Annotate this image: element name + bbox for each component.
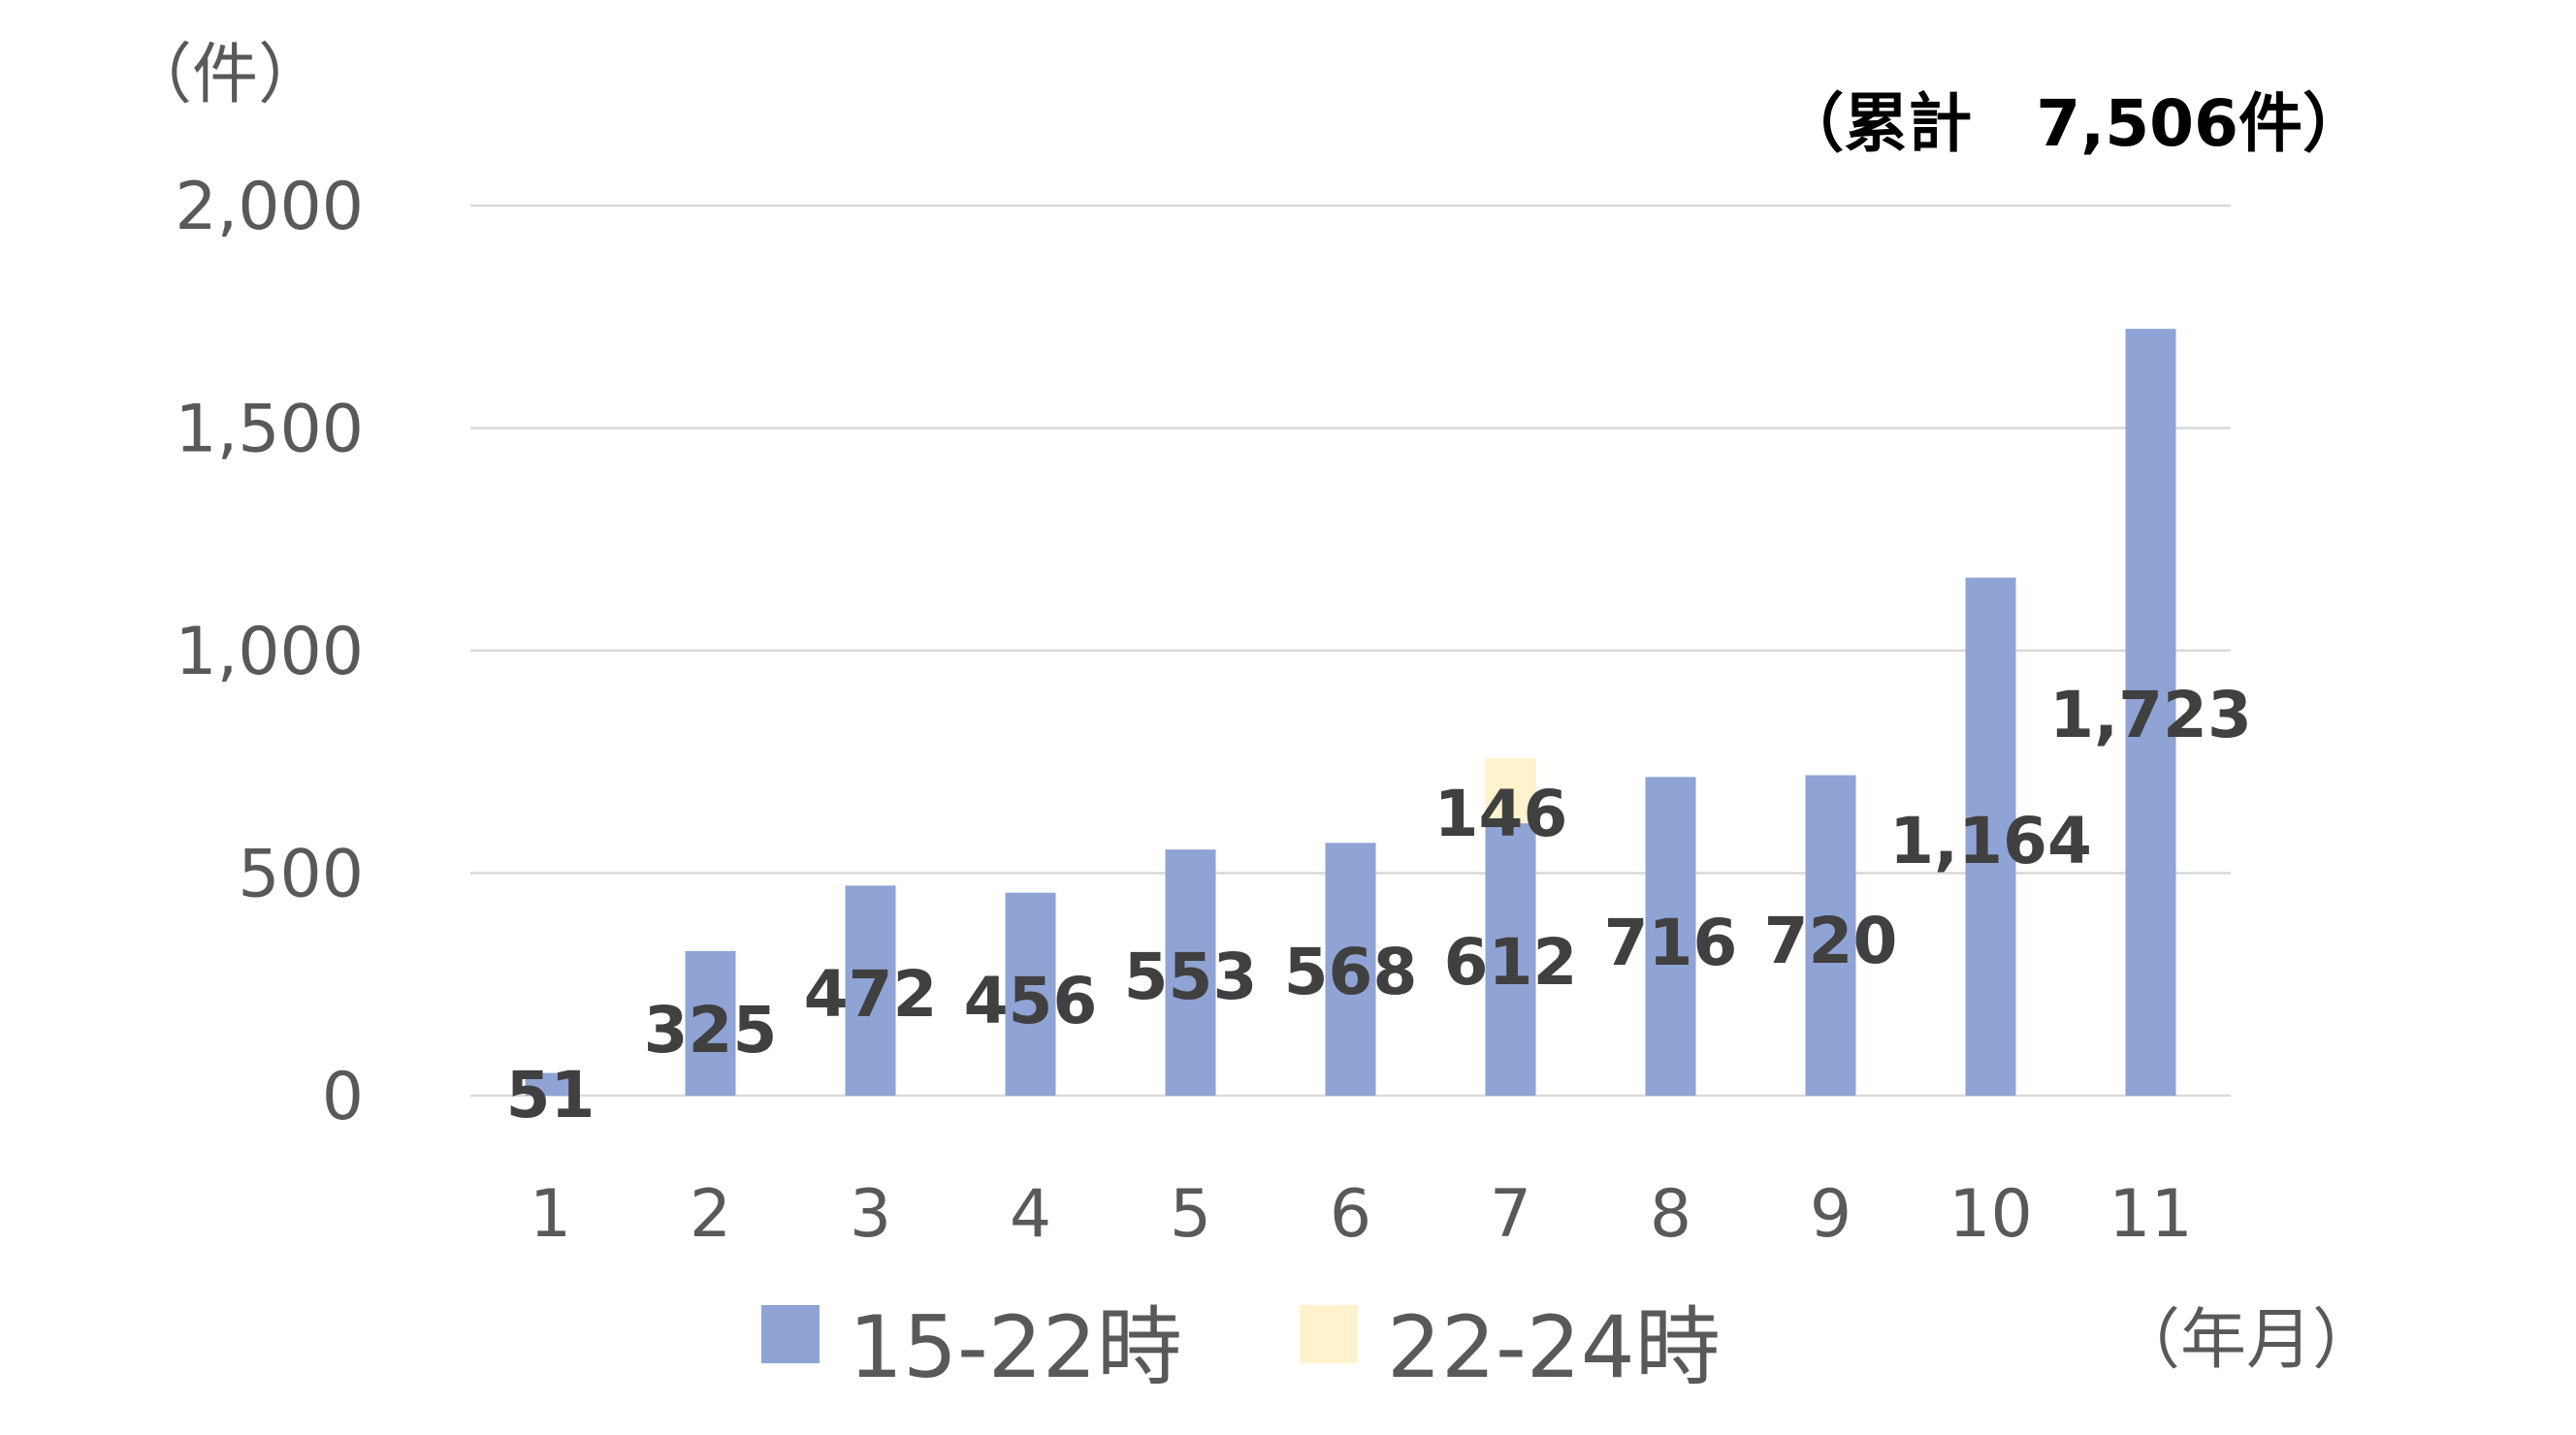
bar-s0-8: [1645, 777, 1696, 1096]
bar-s0-9: [1805, 775, 1856, 1096]
data-labels: 51 325 472 456 553 568 612 716 720 1,164 1,723 146: [506, 678, 2252, 1132]
x-tick-label-1: 1: [530, 1176, 571, 1253]
legend-label-22-24: 22-24時: [1387, 1297, 1721, 1397]
y-tick-label-500: 500: [238, 837, 364, 913]
x-tick-label-3: 3: [850, 1176, 891, 1253]
y-tick-label-2000: 2,000: [175, 169, 364, 245]
data-label-s1-7: 146: [1434, 777, 1568, 851]
bar-s0-7: [1485, 823, 1536, 1096]
data-label-s0-1: 51: [506, 1058, 596, 1132]
x-axis-unit: （年月）: [2114, 1302, 2378, 1379]
y-axis-unit: （件）: [126, 37, 324, 113]
data-label-s0-10: 1,164: [1889, 804, 2092, 878]
data-label-s0-4: 456: [964, 964, 1098, 1038]
x-tick-label-6: 6: [1330, 1176, 1371, 1253]
data-label-s0-8: 716: [1604, 906, 1738, 980]
total-annotation: （累計 7,506件）: [1780, 86, 2367, 161]
x-tick-label-5: 5: [1170, 1176, 1211, 1253]
data-label-s0-7: 612: [1444, 925, 1578, 1000]
data-label-s0-9: 720: [1764, 904, 1898, 978]
x-tick-label-4: 4: [1010, 1176, 1051, 1253]
legend-swatch-22-24: [1300, 1305, 1358, 1363]
x-tick-label-8: 8: [1650, 1176, 1691, 1253]
bar-s1-7: [1485, 758, 1536, 824]
data-label-s0-11: 1,723: [2049, 678, 2252, 752]
x-tick-label-10: 10: [1948, 1176, 2033, 1253]
x-tick-label-7: 7: [1490, 1176, 1531, 1253]
data-label-s0-3: 472: [804, 957, 938, 1032]
bar-s0-1: [525, 1072, 576, 1096]
legend-label-15-22: 15-22時: [849, 1297, 1182, 1397]
bar-s0-4: [1005, 892, 1056, 1096]
x-tick-label-9: 9: [1810, 1176, 1852, 1253]
bar-s0-10: [1965, 577, 2016, 1096]
x-axis-ticks: 1 2 3 4 5 6 7 8 9 10 11: [530, 1176, 2193, 1253]
bar-s0-6: [1325, 843, 1376, 1096]
data-label-s0-2: 325: [644, 993, 778, 1068]
bar-s0-11: [2125, 329, 2176, 1096]
gridlines: [470, 204, 2231, 1098]
bars: [525, 329, 2176, 1096]
bar-s0-5: [1165, 849, 1216, 1096]
bar-s0-2: [685, 950, 736, 1096]
data-label-s0-5: 553: [1124, 940, 1258, 1014]
y-axis-ticks: 0 500 1,000 1,500 2,000: [175, 169, 364, 1135]
data-label-s0-6: 568: [1284, 935, 1418, 1009]
legend: 15-22時 22-24時: [761, 1297, 1721, 1397]
x-tick-label-11: 11: [2109, 1176, 2193, 1253]
y-tick-label-1000: 1,000: [175, 614, 364, 690]
y-tick-label-0: 0: [322, 1059, 364, 1135]
x-tick-label-2: 2: [690, 1176, 731, 1253]
bar-s0-3: [845, 885, 896, 1096]
y-tick-label-1500: 1,500: [175, 392, 364, 468]
legend-swatch-15-22: [761, 1305, 820, 1363]
